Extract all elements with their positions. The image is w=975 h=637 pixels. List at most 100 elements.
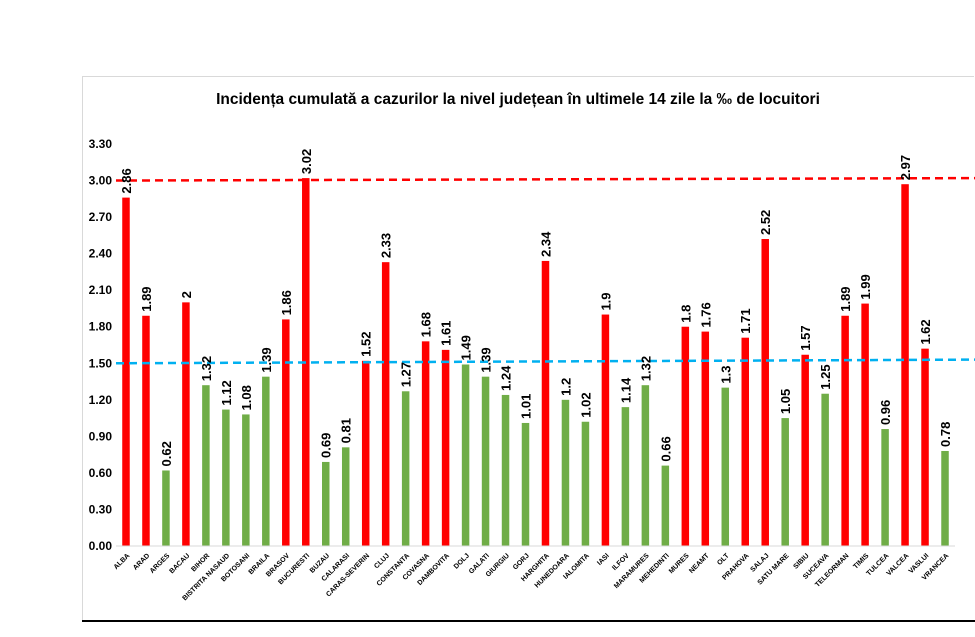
y-tick-label: 0.00 [89,539,113,553]
bar-botosani [242,414,250,546]
value-label: 0.69 [319,433,334,458]
x-tick-label: MURES [668,552,691,575]
bars [122,178,949,547]
bar-constanta [401,391,410,546]
reference-lines [115,176,975,365]
value-labels: 2.86 1.89 0.62 2 1.32 1.12 1.08 1.39 1.86 3.02 0.6… [119,149,953,467]
bar-vaslui [921,348,929,546]
value-label: 0.96 [878,400,893,425]
value-label: 1.39 [479,347,494,372]
value-label: 2.52 [758,210,773,235]
value-label: 1.49 [459,335,474,360]
bar-ialomita [581,421,590,546]
bar-covasna [421,341,430,546]
value-label: 1.2 [558,378,573,396]
value-label: 1.52 [359,332,374,357]
value-label: 0.81 [339,418,354,443]
value-label: 1.32 [199,356,214,381]
value-label: 1.62 [918,319,933,344]
value-label: 1.27 [399,362,414,387]
value-label: 2.34 [538,231,553,257]
y-tick-label: 0.60 [89,466,113,480]
y-tick-label: 0.90 [89,429,113,443]
y-tick-label: 0.30 [89,502,113,516]
value-label: 1.99 [858,274,873,299]
x-tick-label: BACAU [169,552,192,575]
y-tick-label: 2.70 [89,210,113,224]
x-tick-label: IASI [596,552,611,567]
y-tick-label: 2.10 [89,283,113,297]
bar-alba [122,197,130,546]
bar-arges [162,470,170,546]
bar-neamt [701,331,710,546]
value-label: 1.32 [638,356,653,381]
bar-timis [861,303,869,546]
bar-dolj [461,364,470,546]
bar-suceava [821,393,829,546]
bar-buzau [322,461,330,546]
value-label: 1.89 [838,286,853,311]
value-label: 1.08 [239,385,254,410]
value-label: 1.39 [259,347,274,372]
bar-vrancea [941,450,949,546]
value-label: 2.97 [898,155,913,180]
y-axis: 0.00 0.30 0.60 0.90 1.20 1.50 1.80 2.10 2.40 2.70… [89,137,113,553]
x-tick-label: ARAD [132,552,151,571]
x-tick-label: GORJ [512,552,531,571]
y-tick-label: 1.20 [89,393,113,407]
bar-bacau [182,302,190,546]
bar-ilfov [621,407,630,546]
x-tick-label: SIBIU [792,552,810,570]
bar-maramures [641,385,650,546]
value-label: 0.78 [938,422,953,447]
x-tick-label: CLUJ [373,552,391,570]
value-label: 1.76 [698,302,713,327]
bar-cluj [381,262,390,546]
value-label: 1.71 [738,308,753,333]
value-label: 1.86 [279,290,294,315]
value-label: 1.01 [519,394,534,419]
bar-giurgiu [501,394,510,546]
bar-bihor [202,385,210,546]
bar-dambovita [441,349,450,546]
lower-threshold-line [115,358,975,365]
value-label: 1.57 [798,325,813,350]
value-label: 1.12 [219,380,234,405]
value-label: 1.61 [439,321,454,346]
x-tick-label: NEAMT [688,552,711,575]
x-tick-label: DOLJ [453,552,471,570]
bar-galati [481,376,490,546]
value-label: 1.02 [578,392,593,417]
y-tick-label: 3.30 [89,137,113,151]
x-tick-label: ALBA [113,552,132,571]
bar-bistrita-nasaud [222,409,230,546]
chart-frame [82,76,974,621]
bar-tulcea [881,429,889,546]
x-tick-label: TIMIS [852,552,870,570]
bar-gorj [521,422,530,546]
value-label: 1.9 [598,292,613,310]
bar-brasov [282,319,290,546]
bottom-rule [82,620,975,622]
bar-salaj [761,239,769,546]
bar-prahova [741,337,749,546]
bar-hunedoara [561,399,570,546]
bar-iasi [601,314,610,546]
bar-olt [721,387,730,546]
bar-mures [681,326,690,546]
value-label: 1.05 [778,389,793,414]
bar-calarasi [341,447,350,546]
x-tick-label: OLT [716,552,731,567]
value-label: 1.3 [718,366,733,384]
y-tick-label: 3.00 [89,174,113,188]
value-label: 2.86 [119,168,134,193]
value-label: 1.24 [499,365,514,391]
x-tick-label: ARGES [149,552,172,575]
value-label: 2.33 [379,233,394,258]
value-label: 0.62 [159,441,174,466]
value-label: 1.68 [419,312,434,337]
bar-valcea [901,184,909,546]
value-label: 2 [179,291,194,298]
